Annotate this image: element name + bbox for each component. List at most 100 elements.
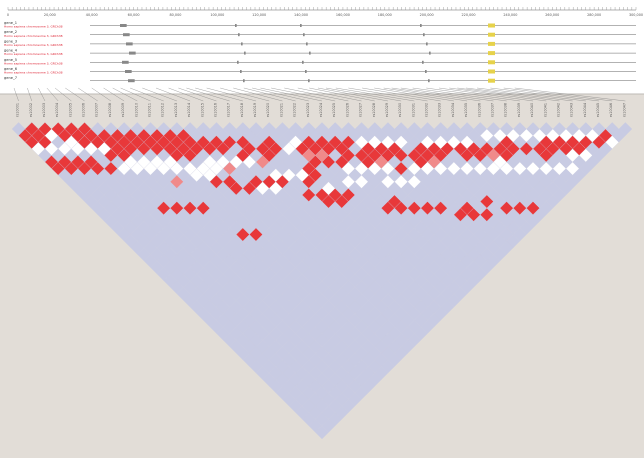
- marker-labels: rs10001 rs10002 rs10003 rs10004 rs10005 rs100…: [16, 103, 627, 117]
- ruler-label: 240,000: [503, 13, 517, 17]
- marker-label: rs10031: [411, 103, 415, 117]
- exon-block: [300, 24, 302, 27]
- marker-label: rs10029: [385, 103, 389, 117]
- ruler-label: 20,000: [44, 13, 56, 17]
- exon-block: [429, 51, 431, 55]
- marker-connector: [243, 87, 296, 102]
- marker-label: rs10017: [227, 103, 231, 117]
- exon-block: [305, 70, 307, 73]
- marker-label: rs10034: [451, 103, 455, 117]
- marker-label: rs10018: [240, 103, 244, 117]
- ruler-label: 200,000: [420, 13, 434, 17]
- marker-label: rs10007: [95, 103, 99, 117]
- marker-connector: [317, 87, 388, 102]
- exon-block: [302, 60, 304, 64]
- track-row-label: gene_2: [4, 30, 17, 34]
- marker-connector: [27, 87, 32, 102]
- marker-label: rs10041: [543, 103, 547, 117]
- marker-connector: [13, 87, 19, 102]
- track-row-label: gene_1: [4, 21, 17, 25]
- marker-connector: [309, 87, 375, 102]
- ld-cell: [618, 122, 633, 136]
- marker-label: rs10025: [332, 103, 336, 117]
- marker-connector: [457, 87, 560, 102]
- track-row-label: gene_4: [4, 49, 18, 53]
- track-row-subtitle: Homo sapiens chromosome 3, GRCh38: [4, 52, 63, 56]
- marker-label: rs10016: [213, 103, 217, 117]
- marker-connector: [220, 87, 270, 102]
- exon-block: [420, 24, 422, 27]
- ruler-label: 80,000: [170, 13, 182, 17]
- track-row-subtitle: Homo sapiens chromosome 3, GRCh38: [4, 71, 63, 75]
- marker-connector: [449, 87, 547, 102]
- marker-label: rs10021: [279, 103, 283, 117]
- marker-connector: [284, 87, 349, 102]
- exon-block: [128, 79, 135, 83]
- marker-connector: [103, 87, 125, 102]
- ruler-label: 260,000: [545, 13, 559, 17]
- marker-label: rs10004: [55, 103, 59, 117]
- marker-connector: [38, 87, 46, 102]
- track-row-subtitle: Homo sapiens chromosome 3, GRCh38: [4, 43, 63, 47]
- marker-connector: [348, 87, 428, 102]
- track-row-label: gene_5: [4, 58, 17, 62]
- marker-label: rs10030: [398, 103, 402, 117]
- marker-label: rs10023: [306, 103, 310, 117]
- ruler-label: 60,000: [128, 13, 140, 17]
- marker-label: rs10042: [556, 103, 560, 117]
- marker-connector: [271, 87, 336, 102]
- exon-block: [306, 42, 308, 46]
- marker-connector: [65, 87, 85, 102]
- marker-connector: [186, 87, 230, 102]
- marker-connector: [112, 87, 138, 102]
- marker-label: rs10044: [583, 103, 587, 117]
- highlight-block: [488, 51, 495, 56]
- marker-label: rs10012: [161, 103, 165, 117]
- marker-connector: [260, 87, 323, 102]
- position-ruler: 0 20,000 40,000 60,000 80,000 100,000 120,000 1…: [7, 7, 643, 17]
- marker-connector: [374, 87, 454, 102]
- marker-label: rs10038: [504, 103, 508, 117]
- marker-connectors: [13, 87, 626, 102]
- ruler-label: 140,000: [294, 13, 308, 17]
- marker-connector: [412, 87, 507, 102]
- track-row-subtitle: Homo sapiens chromosome 3, GRCh38: [4, 34, 63, 38]
- exon-block: [129, 51, 136, 55]
- marker-label: rs10028: [372, 103, 376, 117]
- marker-label: rs10015: [200, 103, 204, 117]
- ruler-label: 280,000: [587, 13, 601, 17]
- highlight-block: [488, 78, 495, 83]
- track-row-subtitle: Homo sapiens chromosome 3, GRCh38: [4, 61, 63, 65]
- marker-connector: [426, 87, 520, 102]
- exon-block: [122, 60, 129, 64]
- marker-label: rs10020: [266, 103, 270, 117]
- exon-block: [426, 42, 428, 46]
- marker-label: rs10043: [570, 103, 574, 117]
- highlight-block: [488, 41, 495, 46]
- marker-label: rs10014: [187, 103, 191, 117]
- highlight-block: [488, 69, 495, 74]
- marker-connector: [46, 87, 59, 102]
- exon-block: [425, 70, 427, 73]
- marker-connector: [91, 87, 112, 102]
- marker-connector: [195, 87, 243, 102]
- marker-connector: [439, 87, 534, 102]
- highlight-block: [488, 32, 495, 37]
- marker-label: rs10033: [438, 103, 442, 117]
- marker-connector: [465, 87, 573, 102]
- marker-connector: [54, 87, 72, 102]
- marker-connector: [252, 87, 309, 102]
- marker-connector: [297, 87, 362, 102]
- marker-label: rs10011: [148, 103, 152, 117]
- marker-label: rs10024: [319, 103, 323, 117]
- exon-block: [123, 33, 130, 37]
- marker-label: rs10032: [425, 103, 429, 117]
- exon-block: [238, 33, 240, 37]
- marker-connector: [477, 87, 586, 102]
- marker-connector: [155, 87, 191, 102]
- marker-label: rs10009: [121, 103, 125, 117]
- exon-block: [240, 70, 242, 73]
- marker-label: rs10026: [345, 103, 349, 117]
